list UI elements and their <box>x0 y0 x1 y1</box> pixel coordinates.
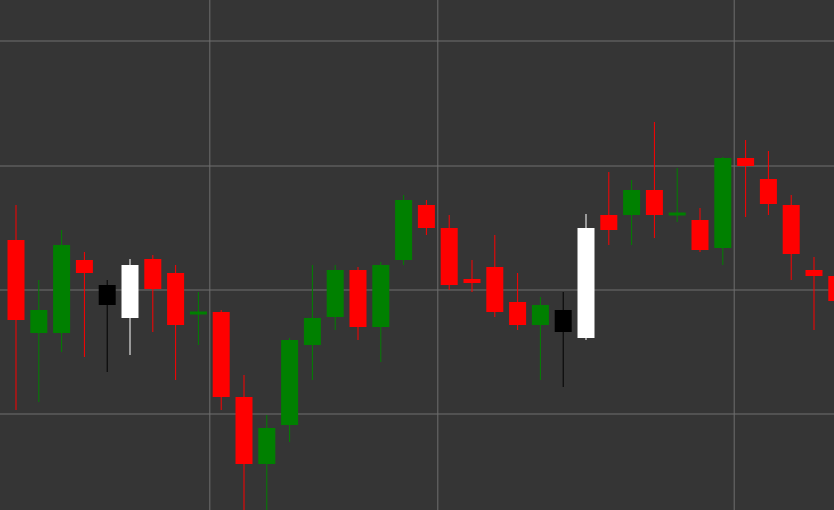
candle-body-23 <box>531 305 549 325</box>
candle-13 <box>303 265 321 380</box>
candle-26 <box>600 172 618 245</box>
candle-36 <box>828 276 834 301</box>
candle-body-6 <box>144 259 162 289</box>
candle-2 <box>53 230 71 352</box>
candle-body-34 <box>782 205 800 254</box>
candle-body-7 <box>167 273 185 325</box>
candle-body-11 <box>258 428 276 464</box>
candle-16 <box>372 262 390 362</box>
candle-body-15 <box>349 270 367 327</box>
candle-body-28 <box>645 190 663 215</box>
candle-body-14 <box>326 270 344 317</box>
candle-1 <box>30 280 48 402</box>
candle-body-33 <box>759 179 777 204</box>
candle-24 <box>554 292 572 387</box>
candle-body-21 <box>486 267 504 312</box>
candle-body-5 <box>121 265 139 318</box>
candle-body-18 <box>417 205 435 228</box>
candle-body-22 <box>509 302 527 325</box>
candle-10 <box>235 375 253 510</box>
candle-body-31 <box>714 158 732 248</box>
candle-body-4 <box>98 285 116 305</box>
candle-6 <box>144 255 162 332</box>
candle-31 <box>714 157 732 265</box>
candle-14 <box>326 265 344 330</box>
candle-0 <box>7 205 25 410</box>
candle-27 <box>623 180 641 245</box>
candle-body-3 <box>75 260 93 273</box>
candle-body-2 <box>53 245 71 333</box>
candle-body-16 <box>372 265 390 327</box>
candle-20 <box>463 260 481 292</box>
candle-body-20 <box>463 279 481 283</box>
candle-body-30 <box>691 220 709 250</box>
candle-21 <box>486 235 504 317</box>
candle-body-27 <box>623 190 641 215</box>
candle-body-36 <box>828 276 834 301</box>
candle-5 <box>121 259 139 355</box>
candles <box>7 122 834 510</box>
candle-32 <box>737 140 755 217</box>
candle-body-8 <box>189 311 207 315</box>
candle-body-17 <box>395 200 413 260</box>
candle-11 <box>258 415 276 510</box>
candle-35 <box>805 257 823 330</box>
candle-body-32 <box>737 158 755 166</box>
candle-9 <box>212 310 230 410</box>
candle-body-24 <box>554 310 572 332</box>
candle-body-26 <box>600 215 618 230</box>
candle-30 <box>691 208 709 252</box>
candle-body-9 <box>212 312 230 397</box>
candle-34 <box>782 195 800 280</box>
candle-body-12 <box>281 340 299 425</box>
candle-12 <box>281 338 299 442</box>
candle-22 <box>509 273 527 330</box>
candle-33 <box>759 151 777 215</box>
candle-body-25 <box>577 228 595 338</box>
candle-18 <box>417 200 435 235</box>
candle-body-13 <box>303 318 321 345</box>
candle-29 <box>668 168 686 222</box>
candle-4 <box>98 280 116 372</box>
candle-body-1 <box>30 310 48 333</box>
candle-25 <box>577 214 595 340</box>
candle-body-19 <box>440 228 458 285</box>
candle-28 <box>645 122 663 238</box>
candle-body-10 <box>235 397 253 464</box>
candle-3 <box>75 252 93 357</box>
candle-body-29 <box>668 212 686 216</box>
candle-body-35 <box>805 270 823 276</box>
candle-23 <box>531 297 549 380</box>
candle-7 <box>167 265 185 380</box>
candle-8 <box>189 292 207 345</box>
candle-body-0 <box>7 240 25 320</box>
candle-17 <box>395 195 413 265</box>
candle-15 <box>349 267 367 340</box>
candle-19 <box>440 215 458 290</box>
